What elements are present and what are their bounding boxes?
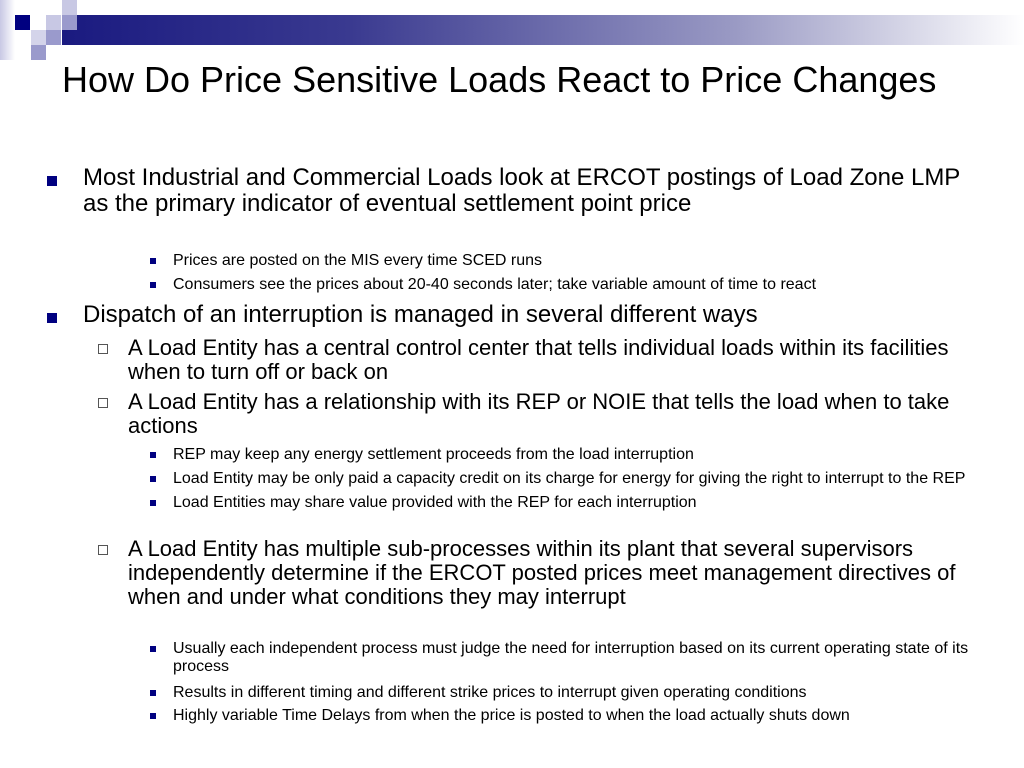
bullet-text: Load Entity may be only paid a capacity … xyxy=(173,470,966,487)
decor-square xyxy=(46,15,61,30)
bullet-text: Prices are posted on the MIS every time … xyxy=(173,252,543,269)
bullet-text: Highly variable Time Delays from when th… xyxy=(173,707,850,724)
bullet-text: A Load Entity has a relationship with it… xyxy=(128,389,950,438)
bullet-icon xyxy=(150,646,156,652)
bullet-text: A Load Entity has multiple sub-processes… xyxy=(128,536,956,609)
bullet-text: Consumers see the prices about 20-40 sec… xyxy=(173,276,817,293)
bullet-icon xyxy=(98,344,108,354)
bullet-icon xyxy=(98,545,108,555)
bullet-text: Most Industrial and Commercial Loads loo… xyxy=(83,164,960,217)
decor-square xyxy=(62,15,77,30)
bullet-icon xyxy=(150,258,156,264)
bullet-icon xyxy=(98,398,108,408)
bullet-icon xyxy=(150,690,156,696)
decor-square xyxy=(15,15,30,30)
decor-square xyxy=(31,45,46,60)
bullet-icon xyxy=(47,313,57,323)
bullet-text: REP may keep any energy settlement proce… xyxy=(173,446,694,463)
decor-square xyxy=(46,30,61,45)
bullet-icon xyxy=(150,713,156,719)
bullet-text: Dispatch of an interruption is managed i… xyxy=(83,301,758,328)
bullet-text: A Load Entity has a central control cent… xyxy=(128,335,949,384)
bullet-icon xyxy=(150,476,156,482)
bullet-icon xyxy=(150,500,156,506)
bullet-icon xyxy=(150,452,156,458)
decor-square xyxy=(62,0,77,15)
decor-square xyxy=(31,30,46,45)
bullet-text: Load Entities may share value provided w… xyxy=(173,494,697,511)
bullet-icon xyxy=(47,176,57,186)
bullet-text: Usually each independent process must ju… xyxy=(173,640,969,675)
bullet-icon xyxy=(150,282,156,288)
decor-strip xyxy=(0,0,15,60)
title-bar-decoration xyxy=(62,15,1024,45)
bullet-text: Results in different timing and differen… xyxy=(173,684,807,701)
page-title: How Do Price Sensitive Loads React to Pr… xyxy=(62,59,937,100)
